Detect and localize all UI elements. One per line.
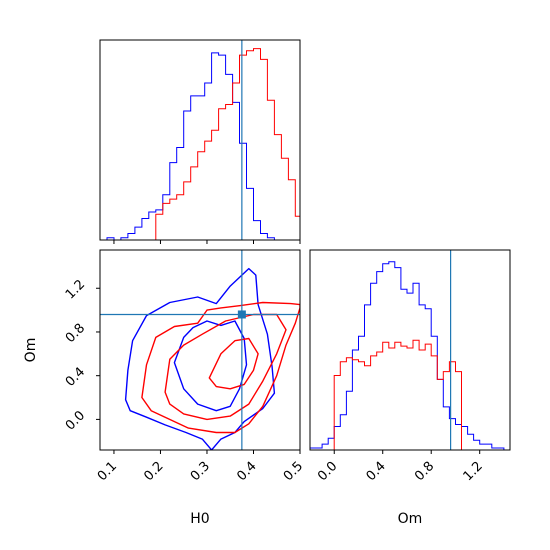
x-axis-label-h0: H0 xyxy=(190,511,209,527)
contour-series-0-level-0 xyxy=(124,267,276,450)
om-histogram-frame xyxy=(309,249,511,451)
contour-series-1-level-2 xyxy=(208,337,259,390)
contour-series-1-level-1 xyxy=(164,313,287,421)
histogram-series-1 xyxy=(333,339,462,450)
h0-marginal-histogram xyxy=(99,39,301,244)
contour-frame xyxy=(99,249,301,451)
y-axis-label-om: Om xyxy=(23,338,39,363)
histogram-series-0 xyxy=(309,261,505,450)
histogram-series-1 xyxy=(155,48,301,240)
histogram-series-0 xyxy=(100,52,275,241)
x-axis-label-om: Om xyxy=(398,511,423,527)
contour-series-0-level-1 xyxy=(173,320,248,412)
h0-histogram-frame xyxy=(99,39,301,241)
truth-marker xyxy=(237,310,246,319)
contour-series-1-level-0 xyxy=(141,301,300,434)
